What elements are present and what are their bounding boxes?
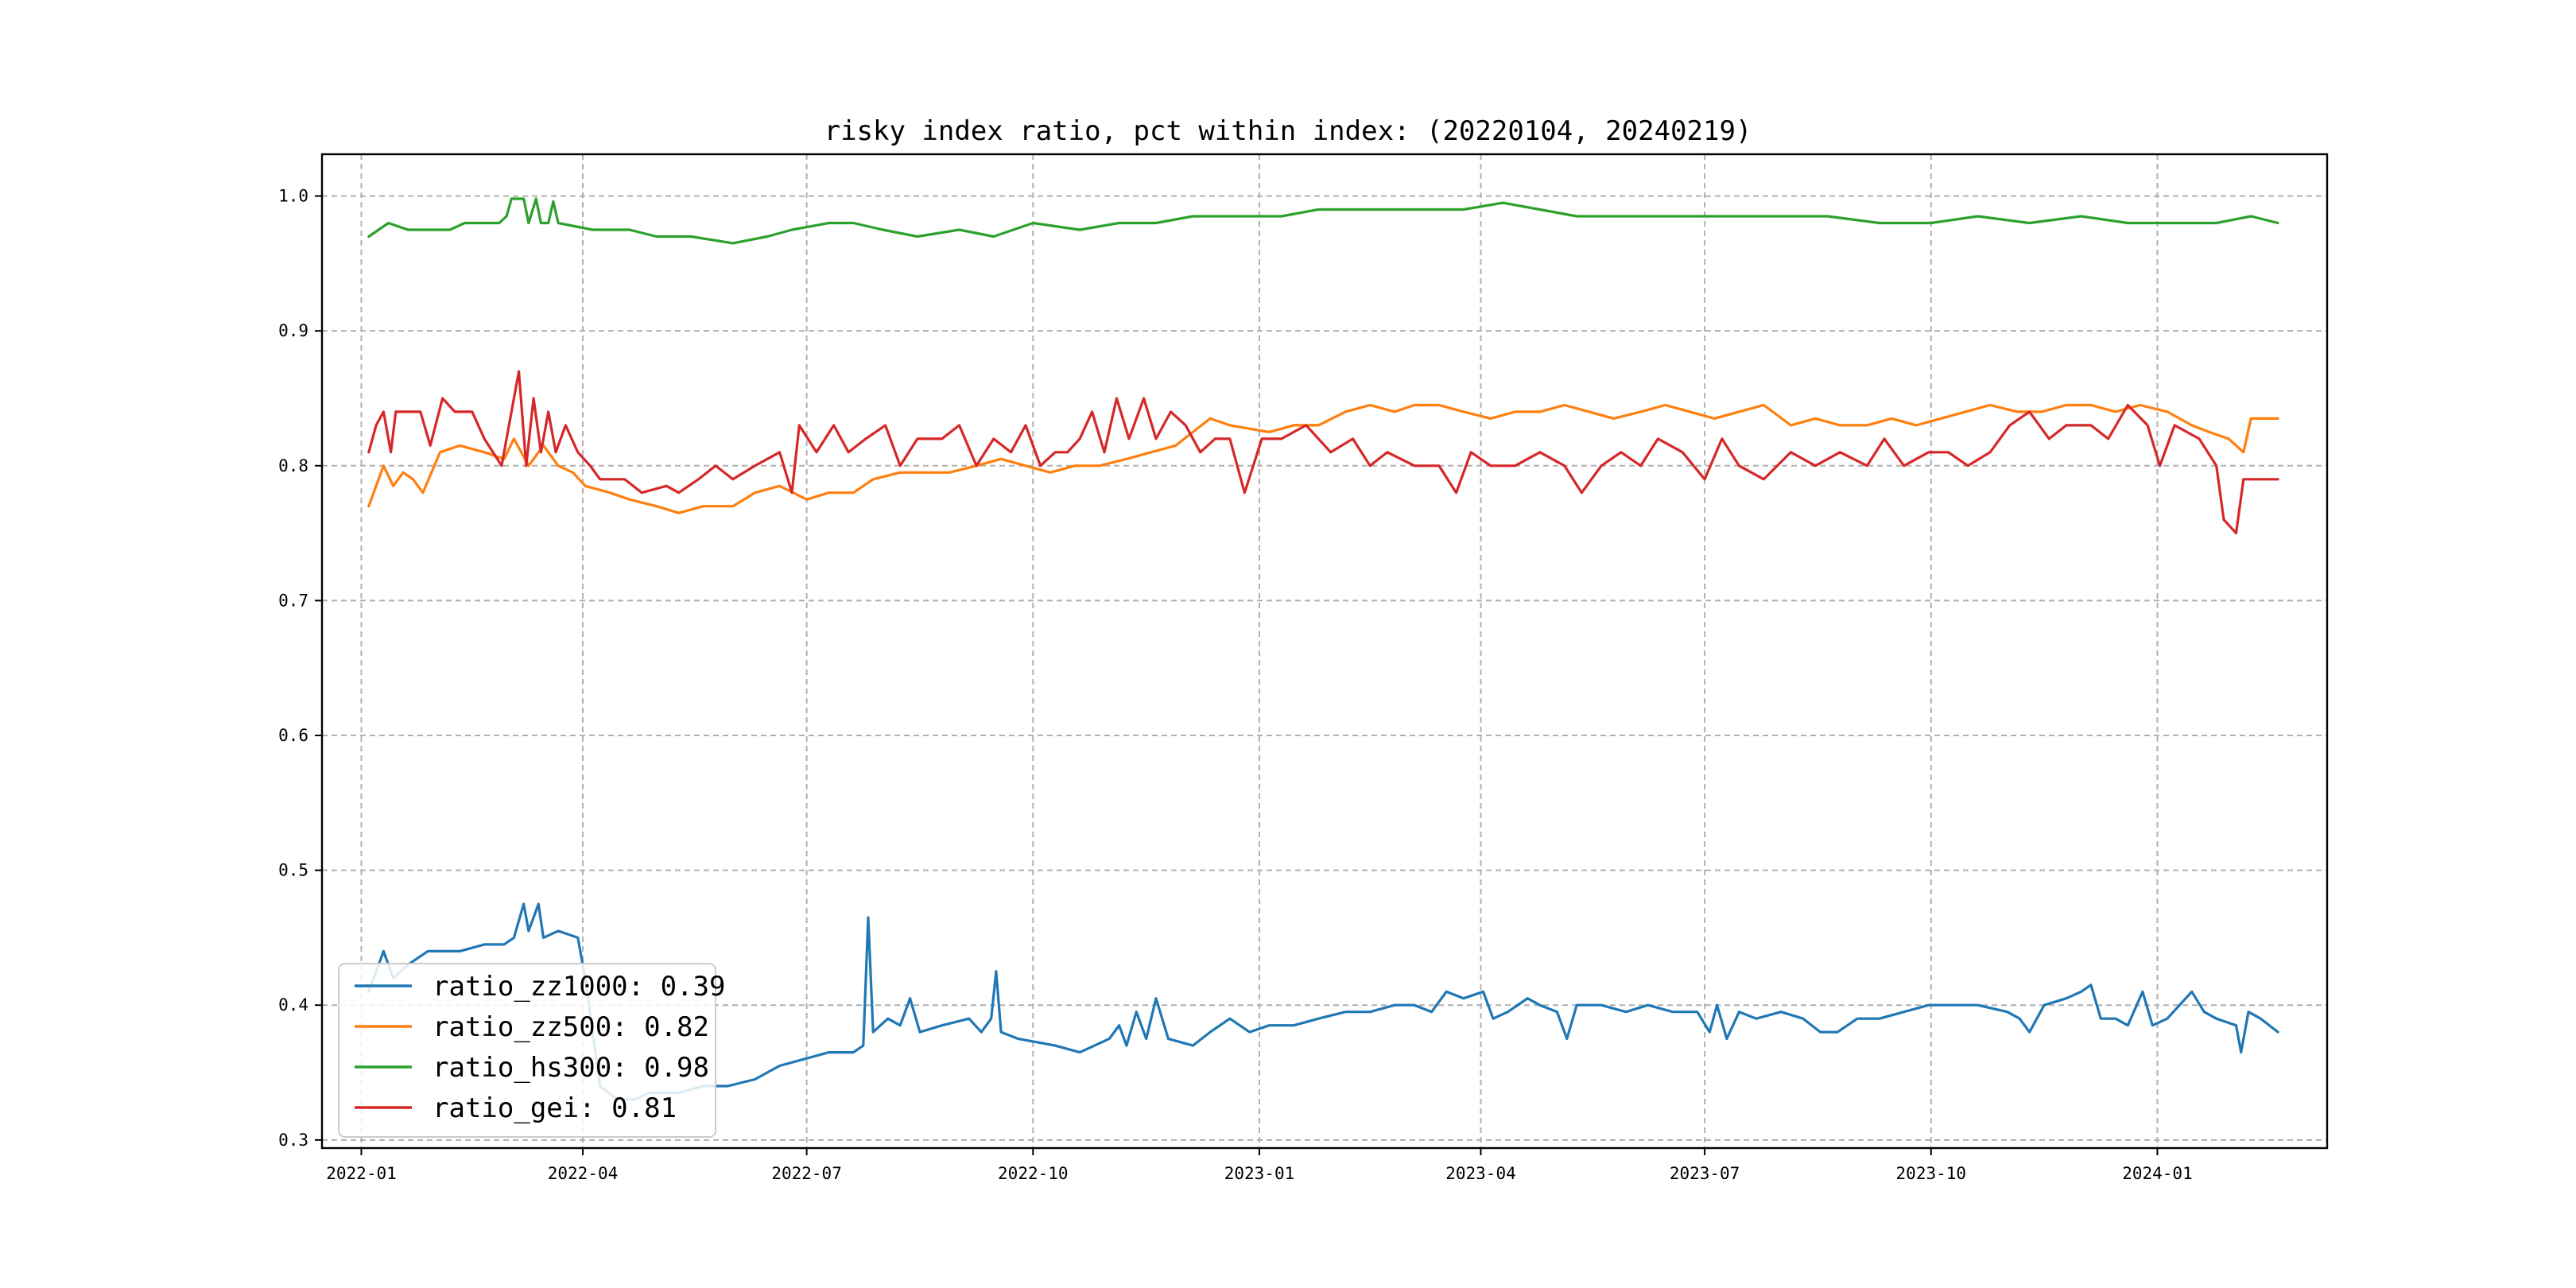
- y-tick-label: 0.6: [278, 726, 308, 745]
- x-tick-label: 2023-07: [1670, 1164, 1740, 1183]
- legend-label-ratio_hs300: ratio_hs300: 0.98: [433, 1052, 709, 1084]
- x-tick-label: 2024-01: [2122, 1164, 2193, 1183]
- legend-label-ratio_zz1000: ratio_zz1000: 0.39: [433, 971, 725, 1003]
- y-tick-label: 0.8: [278, 456, 308, 475]
- x-tick-label: 2022-10: [998, 1164, 1069, 1183]
- y-tick-label: 0.4: [278, 995, 308, 1014]
- plot-frame: [320, 153, 2329, 1150]
- legend-label-ratio_zz500: ratio_zz500: 0.82: [433, 1011, 709, 1043]
- y-tick-label: 0.7: [278, 591, 308, 610]
- y-tick-label: 1.0: [278, 187, 308, 206]
- x-tick-label: 2023-04: [1445, 1164, 1516, 1183]
- x-tick-label: 2023-10: [1896, 1164, 1967, 1183]
- y-tick-label: 0.5: [278, 861, 308, 880]
- legend: ratio_zz1000: 0.39 ratio_zz500: 0.82 ratio…: [338, 963, 725, 1138]
- y-tick-label: 0.3: [278, 1131, 308, 1150]
- series-lines: [367, 197, 2279, 1101]
- series-line-ratio_hs300: [367, 197, 2279, 245]
- legend-box: [338, 963, 716, 1138]
- x-tick-label: 2022-01: [326, 1164, 397, 1183]
- series-line-ratio_zz500: [367, 403, 2279, 514]
- x-tick-label: 2022-04: [548, 1164, 619, 1183]
- chart-title: risky index ratio, pct within index: (20…: [824, 115, 1752, 147]
- x-tick-label: 2023-01: [1224, 1164, 1295, 1183]
- y-tick-label: 0.9: [278, 321, 308, 340]
- axes: 2022-01 2022-04 2022-07 2022-10 2023-01 2023-…: [278, 153, 2329, 1183]
- legend-label-ratio_gei: ratio_gei: 0.81: [433, 1092, 677, 1124]
- series-line-ratio_gei: [367, 370, 2279, 535]
- x-tick-label: 2022-07: [771, 1164, 842, 1183]
